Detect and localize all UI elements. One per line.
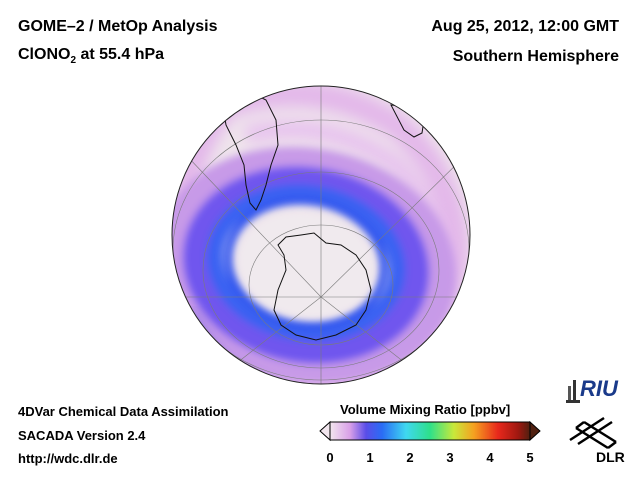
footer-version: SACADA Version 2.4 (18, 428, 146, 443)
species-label: ClONO2 at 55.4 hPa (18, 46, 164, 66)
colorbar-max-arrow (529, 420, 541, 442)
antarctica-outline (273, 232, 372, 341)
vortex-ring (172, 146, 457, 384)
dlr-logo-text: DLR (596, 449, 625, 465)
colorbar-title: Volume Mixing Ratio [ppbv] (340, 402, 511, 417)
graticule (172, 86, 470, 384)
riu-logo-text: RIU (580, 376, 619, 401)
map-title: GOME–2 / MetOp Analysis (18, 18, 218, 35)
colorbar-tick: 3 (446, 450, 454, 465)
footer-url[interactable]: http://wdc.dlr.de (18, 451, 118, 466)
colorbar-tick: 2 (406, 450, 414, 465)
colorbar-tick: 4 (486, 450, 494, 465)
riu-logo: RIU (566, 376, 619, 403)
region-label: Southern Hemisphere (452, 48, 619, 65)
footer-method: 4DVar Chemical Data Assimilation (18, 404, 229, 419)
south-america-outline (220, 89, 279, 211)
new-zealand-outline (291, 385, 308, 395)
colorbar-tick: 0 (326, 450, 334, 465)
colorbar (319, 420, 541, 442)
species-name: ClONO (18, 46, 71, 63)
globe-border (171, 85, 471, 385)
date-label: Aug 25, 2012, 12:00 GMT (431, 18, 619, 35)
dlr-emblem-icon (569, 416, 617, 450)
colorbar-gradient (329, 421, 531, 441)
polar-core (238, 212, 374, 318)
australia-outline (230, 369, 267, 384)
dlr-logo: DLR (569, 416, 625, 465)
colorbar-tick: 1 (366, 450, 374, 465)
species-subscript: 2 (70, 55, 77, 67)
globe-map (171, 85, 471, 395)
species-level: at 55.4 hPa (76, 46, 165, 63)
colorbar-min-arrow (319, 420, 331, 442)
colorbar-tick: 5 (526, 450, 534, 465)
